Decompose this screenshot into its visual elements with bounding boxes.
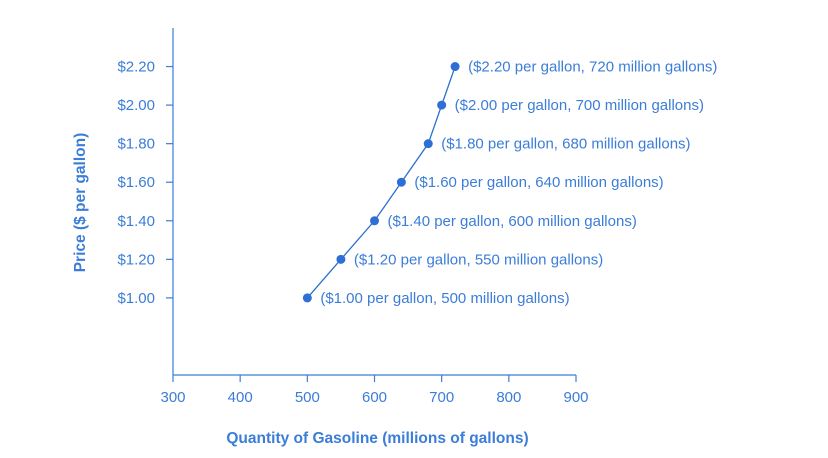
data-point-label: ($1.60 per gallon, 640 million gallons) [414,174,663,191]
data-point [336,254,346,264]
y-tick-label: $1.00 [117,290,155,307]
x-tick-label: 800 [496,389,521,406]
data-point-label: ($2.00 per gallon, 700 million gallons) [455,97,704,114]
data-point-label: ($2.20 per gallon, 720 million gallons) [468,59,717,76]
x-tick-label: 500 [295,389,320,406]
data-point [423,139,433,149]
x-tick-label: 600 [362,389,387,406]
y-tick-label: $1.80 [117,136,155,153]
data-point [437,100,447,110]
data-point [396,177,406,187]
y-tick-label: $1.40 [117,213,155,230]
data-point-label: ($1.20 per gallon, 550 million gallons) [354,251,603,268]
y-tick-label: $1.20 [117,251,155,268]
x-tick-label: 700 [429,389,454,406]
y-tick-label: $2.20 [117,59,155,76]
y-tick-label: $1.60 [117,174,155,191]
series: ($1.00 per gallon, 500 million gallons) (… [302,59,717,307]
data-point-label: ($1.00 per gallon, 500 million gallons) [320,290,569,307]
data-point [450,62,460,72]
x-axis-title: Quantity of Gasoline (millions of gallon… [226,430,528,447]
data-point-label: ($1.40 per gallon, 600 million gallons) [388,213,637,230]
x-tick-label: 400 [228,389,253,406]
x-tick-label: 300 [160,389,185,406]
data-point-label: ($1.80 per gallon, 680 million gallons) [441,136,690,153]
y-tick-label: $2.00 [117,97,155,114]
ticks: 300 400 500 600 700 800 900 $1.00 $1.20 $1.40 $1.6… [117,59,588,406]
y-axis-title: Price ($ per gallon) [72,133,89,273]
axes [172,28,576,376]
data-point [302,293,312,303]
data-point [370,216,379,226]
x-tick-label: 900 [563,389,588,406]
